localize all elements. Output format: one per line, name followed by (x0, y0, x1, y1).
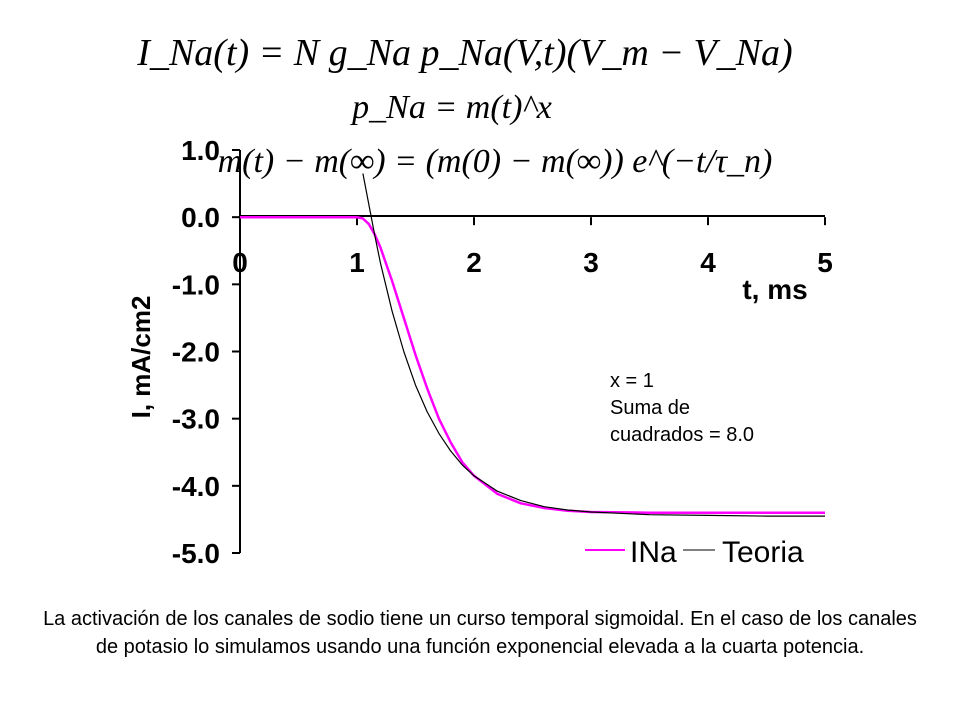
ticks (232, 149, 826, 554)
fit-annotation: x = 1 Suma de cuadrados = 8.0 (610, 370, 754, 446)
series-line-teoria (362, 173, 825, 517)
series-line-ina (240, 215, 825, 514)
x-tick-label: 5 (817, 247, 833, 278)
x-tick-label: 1 (349, 247, 365, 278)
x-tick-label: 4 (700, 247, 716, 278)
y-tick-label: -3.0 (172, 404, 220, 435)
y-tick-label: -4.0 (172, 471, 220, 502)
annotation-line-1: x = 1 (610, 370, 654, 392)
axes (239, 150, 825, 553)
equations: I_Na(t) = N g_Na p_Na(V,t)(V_m − V_Na) p… (136, 32, 792, 180)
x-axis-label: t, ms (742, 274, 807, 305)
annotation-line-3: cuadrados = 8.0 (610, 424, 754, 446)
legend: INa Teoria (585, 536, 804, 569)
legend-label-teoria: Teoria (722, 536, 804, 569)
y-tick-label: -5.0 (172, 538, 220, 569)
y-tick-label: -2.0 (172, 337, 220, 368)
y-axis-label: I, mA/cm2 (126, 296, 156, 419)
y-tick-label: 0.0 (181, 202, 220, 233)
slide-caption: La activación de los canales de sodio ti… (43, 608, 917, 658)
tick-labels: 0 1 2 3 4 5 1.0 0.0 -1.0 -2.0 -3.0 -4.0 -5.0 (172, 135, 833, 569)
y-tick-label: -1.0 (172, 269, 220, 300)
x-tick-label: 2 (466, 247, 482, 278)
y-tick-label: 1.0 (181, 135, 220, 166)
equation-current: I_Na(t) = N g_Na p_Na(V,t)(V_m − V_Na) (136, 32, 792, 74)
equation-probability: p_Na = m(t)^x (350, 89, 552, 126)
x-tick-label: 3 (583, 247, 599, 278)
series-layer (240, 173, 825, 517)
x-tick-label: 0 (232, 247, 248, 278)
annotation-line-2: Suma de (610, 397, 690, 419)
equation-kinetics: m(t) − m(∞) = (m(0) − m(∞)) e^(−t/τ_n) (218, 143, 773, 180)
legend-label-ina: INa (630, 536, 677, 569)
